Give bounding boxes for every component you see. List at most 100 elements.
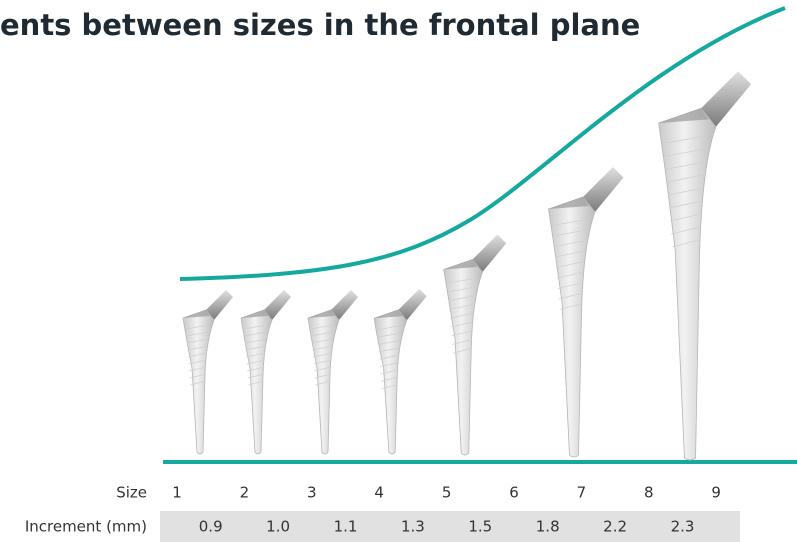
size-value: 5 [442,484,452,502]
stem-rib [381,384,398,390]
stem-rib [558,292,583,300]
stem-rib [446,277,476,284]
increment-value: 2.2 [603,518,627,536]
stem-rib [452,347,472,354]
stem-collar [183,310,210,318]
stem-rib [664,148,706,157]
stem [443,234,507,456]
stem-rib [376,325,402,331]
stem-rib [378,339,401,345]
stem-rib [449,304,475,310]
size-value: 9 [711,484,721,502]
stem-rib [559,303,583,310]
stem-rib [671,226,701,235]
increment-value: 0.9 [199,518,223,536]
stem-collar [308,310,335,318]
stem-rib [553,229,587,237]
stem-rib [451,330,473,337]
stem-body [240,309,273,455]
size-value: 6 [509,484,519,502]
stem-rib [189,366,207,372]
size-value: 7 [577,484,587,502]
stem-rib [244,338,266,344]
increment-value: 1.5 [468,518,492,536]
stem-rib [378,347,400,353]
stem-collar [374,309,403,319]
stem-neck [396,288,427,321]
stem-rib [379,362,400,367]
stem-rib [452,339,473,345]
stem-rib [663,135,706,144]
stem-body [373,309,408,455]
increment-value: 1.1 [334,518,358,536]
stem-rib [188,359,207,365]
stem-rib [450,321,474,328]
stem [182,290,233,455]
stem-collar [548,197,589,209]
stem-body [658,107,717,461]
increment-value: 1.8 [536,518,560,536]
stem-rib [668,200,703,209]
stem-rib [448,295,475,302]
stem-rib [186,338,208,344]
stem-rib [245,352,266,358]
increment-value: 1.0 [266,518,290,536]
stem-rib [669,213,702,222]
stem-rib [246,359,265,365]
stem-rib [189,373,206,379]
stem-rib [315,380,331,386]
stem-rib [447,286,476,293]
stem-rib [556,271,584,279]
stem-body [182,309,215,455]
stem-rib [187,345,208,351]
stem-rib [666,174,704,183]
increment-value: 2.3 [671,518,695,536]
stem-rib [310,324,334,330]
stem-rib [555,261,585,268]
stem-rib [247,366,265,372]
stem-rib [672,239,701,248]
stem-neck [262,290,291,320]
stem-rib [187,352,208,358]
stems [182,71,752,461]
stem-rib [185,324,209,330]
stem-rib [190,380,206,386]
stem-rib [248,380,264,386]
stem-neck [580,167,624,212]
rows: 1 2 3 4 5 6 7 8 9 0.9 1.0 1.1 1.3 1.5 1.8 2.2 2.3 [172,484,721,536]
stem-rib [244,331,267,337]
stem-rib [312,345,333,351]
stem-neck [470,234,507,272]
stem-rib [247,373,264,379]
stem-rib [665,161,705,170]
stem-rib [379,354,400,360]
size-label: Size [116,484,147,502]
stem-rib [667,187,704,196]
size-value: 1 [172,484,182,502]
size-value: 4 [374,484,384,502]
increment-band [160,511,740,542]
stem-rib [312,352,333,358]
stem-rib [377,332,401,338]
title: ents between sizes in the frontal plane [0,8,640,42]
stem [307,290,358,455]
stem-rib [243,324,267,330]
stem-collar [241,310,268,318]
stem-rib [311,338,333,344]
stem-rib [381,376,399,382]
increment-value: 1.3 [401,518,425,536]
stem-rib [380,369,399,375]
stem-rib [314,366,332,372]
increment-label: Increment (mm) [25,518,147,536]
size-value: 2 [240,484,250,502]
stem-rib [311,331,334,337]
size-value: 3 [307,484,317,502]
stem-rib [245,345,266,351]
size-value: 8 [644,484,654,502]
stem [373,288,427,455]
stem [240,290,291,455]
stem-collar [443,259,478,270]
stem-neck [697,71,752,127]
stem-rib [314,373,331,379]
stem-rib [554,240,586,247]
